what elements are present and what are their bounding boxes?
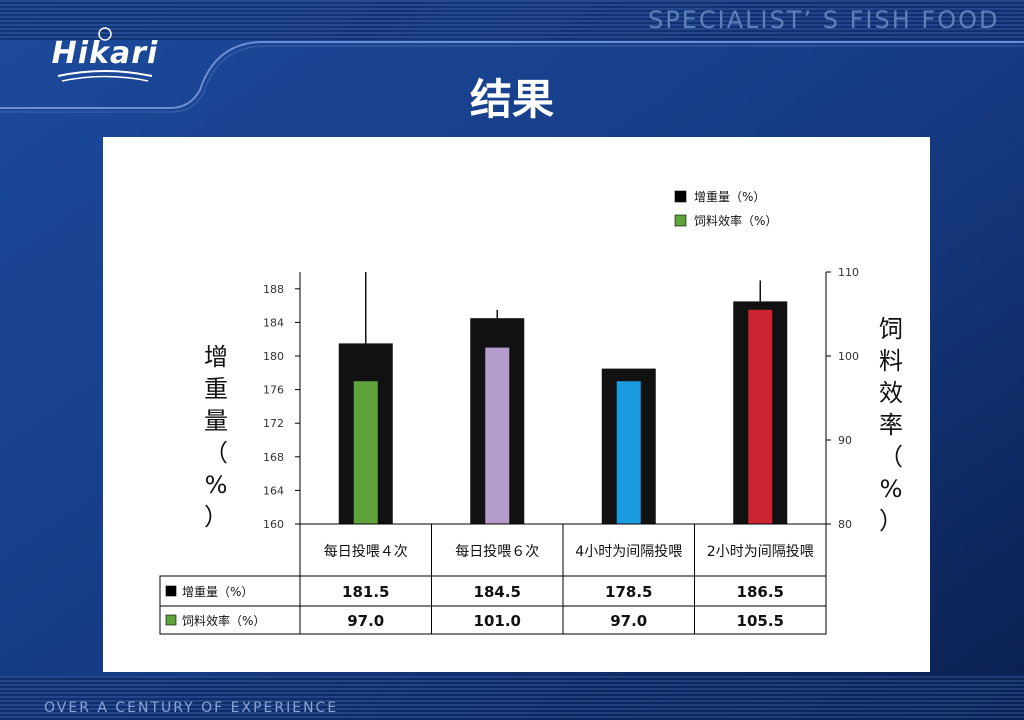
feed-efficiency-bar bbox=[748, 309, 773, 524]
table-cell: 186.5 bbox=[737, 583, 784, 601]
axis-ticks: 160 164 168 172 176 180 184 188 80 90 100 110 增重量 （% ）… bbox=[204, 266, 903, 535]
feed-efficiency-bar bbox=[485, 347, 510, 524]
logo-emblem-icon bbox=[57, 27, 153, 82]
brand-name: Hikari bbox=[51, 36, 159, 71]
right-tick-label: 100 bbox=[838, 350, 859, 363]
axis-label-char: 效 bbox=[879, 379, 903, 407]
hikari-logo: Hikari bbox=[50, 26, 160, 86]
table-body bbox=[159, 575, 827, 635]
bars bbox=[338, 272, 788, 524]
feed-efficiency-bar bbox=[353, 381, 378, 524]
axis-label-char: % bbox=[205, 471, 228, 499]
table-cell: 97.0 bbox=[347, 612, 384, 630]
table-cell: 184.5 bbox=[474, 583, 521, 601]
left-tick-label: 164 bbox=[263, 484, 284, 497]
footer-text: OVER A CENTURY OF EXPERIENCE bbox=[44, 700, 339, 716]
legend-label: 饲料效率（%） bbox=[694, 213, 777, 228]
row-label: 增重量（%） bbox=[182, 585, 253, 599]
left-axis-label: 增重量 （% ） bbox=[204, 343, 228, 531]
left-tick-label: 172 bbox=[263, 417, 284, 430]
axis-label-char: ） bbox=[879, 507, 903, 535]
axis-label-char: 量 bbox=[204, 407, 228, 435]
axis-label-char: 饲 bbox=[879, 315, 903, 343]
table-cell: 101.0 bbox=[474, 612, 521, 630]
legend-label: 增重量（%） bbox=[694, 190, 765, 204]
legend-swatch bbox=[674, 190, 687, 203]
axis-label-char: 增 bbox=[204, 343, 228, 371]
brand-tagline: SPECIALIST’ S FISH FOOD bbox=[648, 6, 1000, 34]
table-cell: 181.5 bbox=[342, 583, 389, 601]
axis-label-char: （ bbox=[879, 443, 903, 471]
legend: 增重量（%） 饲料效率（%） bbox=[674, 190, 777, 228]
left-tick-label: 184 bbox=[263, 316, 284, 329]
right-tick-label: 90 bbox=[838, 434, 852, 447]
table-cell: 178.5 bbox=[605, 583, 652, 601]
axis-label-char: 料 bbox=[879, 347, 903, 375]
axis-label-char: （ bbox=[204, 439, 228, 467]
feed-efficiency-bar bbox=[616, 381, 641, 524]
left-tick-label: 180 bbox=[263, 350, 284, 363]
chart-panel: 160 164 168 172 176 180 184 188 80 90 100 110 增重量（%）… bbox=[103, 137, 930, 672]
row-swatch bbox=[165, 614, 177, 626]
legend-swatch bbox=[674, 214, 687, 227]
table-cell: 105.5 bbox=[737, 612, 784, 630]
axis-label-char: 重 bbox=[204, 375, 228, 403]
axis-label-char: % bbox=[880, 475, 903, 503]
right-tick-label: 110 bbox=[838, 266, 859, 279]
row-swatch bbox=[165, 585, 177, 597]
axis-label-char: 率 bbox=[879, 411, 903, 439]
page-title: 结果 bbox=[469, 75, 554, 124]
category-label: 每日投喂６次 bbox=[455, 544, 539, 560]
row-label: 饲料效率（%） bbox=[182, 613, 265, 628]
left-tick-label: 188 bbox=[263, 283, 284, 296]
left-tick-label: 176 bbox=[263, 384, 284, 397]
table-cell: 97.0 bbox=[610, 612, 647, 630]
axis-label-char: ） bbox=[204, 503, 228, 531]
left-tick-label: 160 bbox=[263, 518, 284, 531]
category-label: 每日投喂４次 bbox=[324, 544, 408, 560]
left-tick-label: 168 bbox=[263, 451, 284, 464]
right-axis-label: 饲料效率 （% ） bbox=[879, 315, 903, 535]
category-label: 4小时为间隔投喂 bbox=[575, 544, 682, 560]
chart: 1601641681721761801841888090100110增重量（%）… bbox=[159, 190, 903, 635]
category-label: 2小时为间隔投喂 bbox=[707, 544, 814, 560]
right-tick-label: 80 bbox=[838, 518, 852, 531]
